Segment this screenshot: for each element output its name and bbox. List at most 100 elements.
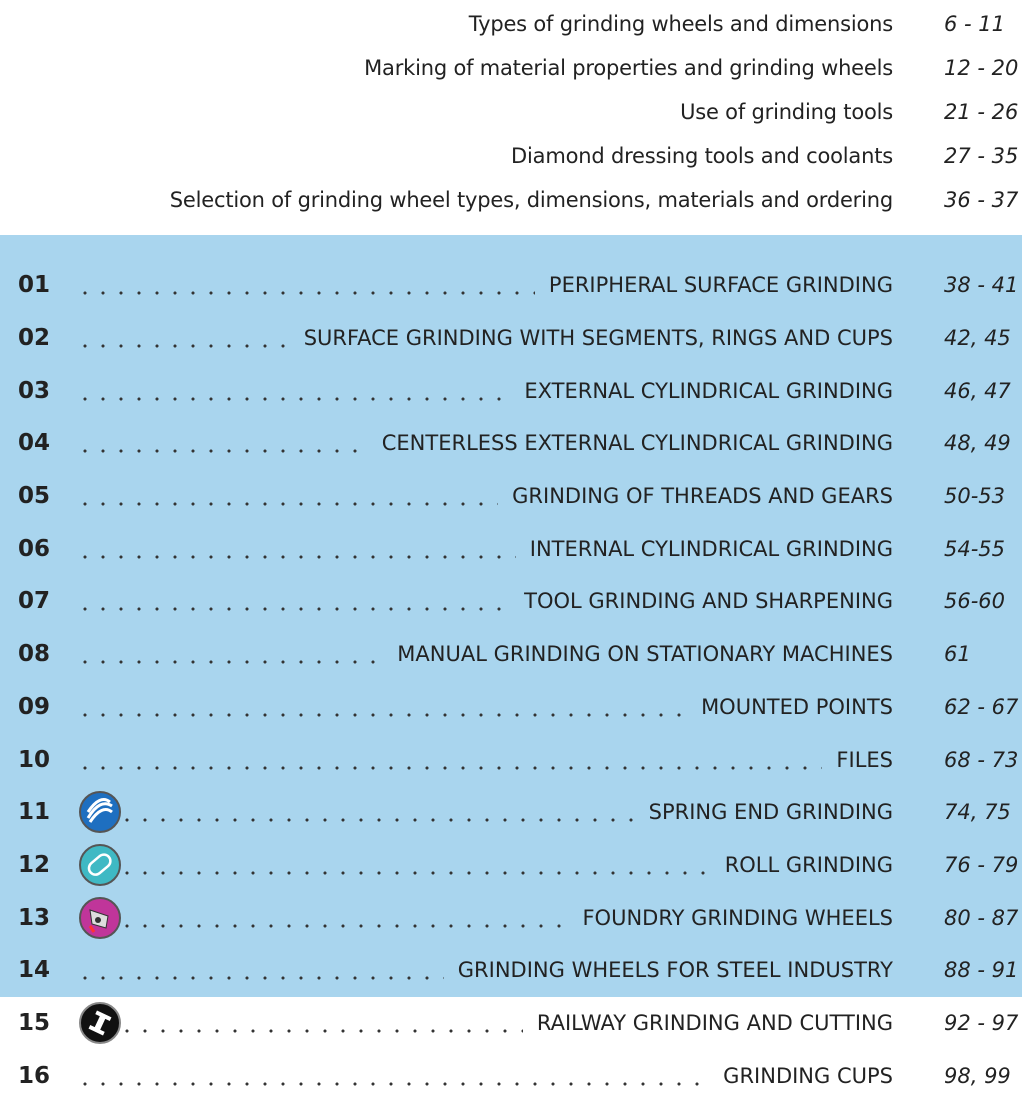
section-row: 05 GRINDING OF THREADS AND GEARS 50-53 <box>0 470 1022 523</box>
section-title: EXTERNAL CYLINDRICAL GRINDING <box>524 378 893 403</box>
section-title: GRINDING WHEELS FOR STEEL INDUSTRY <box>457 958 893 983</box>
section-pages: 88 - 91 <box>944 958 1019 983</box>
dot-leader <box>72 275 535 296</box>
header-title: Diamond dressing tools and coolants <box>511 143 893 168</box>
section-title: GRINDING OF THREADS AND GEARS <box>512 484 893 509</box>
dot-leader <box>72 749 823 770</box>
section-pages: 76 - 79 <box>944 852 1019 877</box>
section-pages: 98, 99 <box>944 1063 1011 1088</box>
section-number: 03 <box>18 377 51 404</box>
section-row: 11 SPRING END GRINDING 74, 75 <box>0 786 1022 839</box>
dot-leader <box>72 696 688 717</box>
section-pages: 48, 49 <box>944 431 1011 456</box>
section-number: 12 <box>18 851 51 878</box>
dot-leader <box>72 591 511 612</box>
section-number: 13 <box>18 904 51 931</box>
section-title: MOUNTED POINTS <box>701 694 893 719</box>
section-pages: 54-55 <box>944 536 1006 561</box>
section-title: MANUAL GRINDING ON STATIONARY MACHINES <box>397 642 893 667</box>
section-pages: 46, 47 <box>944 378 1011 403</box>
section-number: 07 <box>18 588 51 615</box>
dot-leader <box>72 960 444 981</box>
section-row: 09 MOUNTED POINTS 62 - 67 <box>0 681 1022 734</box>
section-pages: 50-53 <box>944 484 1006 509</box>
section-row: 08 MANUAL GRINDING ON STATIONARY MACHINES… <box>0 628 1022 681</box>
section-row: 12 ROLL GRINDING 76 - 79 <box>0 839 1022 892</box>
section-pages: 92 - 97 <box>944 1010 1019 1035</box>
section-number: 04 <box>18 430 51 457</box>
section-row: 15 RAILWAY GRINDING AND CUTTING 92 - 97 <box>0 997 1022 1050</box>
section-number: 16 <box>18 1062 51 1089</box>
header-row: Types of grinding wheels and dimensions 6… <box>0 0 1022 47</box>
section-number: 08 <box>18 641 51 668</box>
section-number: 09 <box>18 693 51 720</box>
dot-leader <box>72 538 516 559</box>
dot-leader <box>114 907 569 928</box>
section-number: 10 <box>18 746 51 773</box>
dot-leader <box>72 486 499 507</box>
section-number: 15 <box>18 1009 51 1036</box>
section-title: SURFACE GRINDING WITH SEGMENTS, RINGS AN… <box>303 326 893 351</box>
header-title: Marking of material properties and grind… <box>364 55 893 80</box>
section-list: 01 PERIPHERAL SURFACE GRINDING 38 - 41 02 SU… <box>0 259 1022 1102</box>
section-row: 10 FILES 68 - 73 <box>0 733 1022 786</box>
section-number: 05 <box>18 483 51 510</box>
header-pages: 21 - 26 <box>944 99 1019 124</box>
header-pages: 36 - 37 <box>944 187 1019 212</box>
section-pages: 38 - 41 <box>944 273 1019 298</box>
section-icon <box>79 896 121 939</box>
header-pages: 12 - 20 <box>944 55 1019 80</box>
header-row: Use of grinding tools 21 - 26 <box>0 88 1022 135</box>
section-title: PERIPHERAL SURFACE GRINDING <box>548 273 893 298</box>
dot-leader <box>72 433 368 454</box>
section-number: 01 <box>18 272 51 299</box>
section-pages: 56-60 <box>944 589 1006 614</box>
header-pages: 27 - 35 <box>944 143 1019 168</box>
section-row: 14 GRINDING WHEELS FOR STEEL INDUSTRY 88 -… <box>0 944 1022 997</box>
section-row: 02 SURFACE GRINDING WITH SEGMENTS, RINGS … <box>0 312 1022 365</box>
section-number: 11 <box>18 799 51 826</box>
section-row: 04 CENTERLESS EXTERNAL CYLINDRICAL GRINDI… <box>0 417 1022 470</box>
section-title: CENTERLESS EXTERNAL CYLINDRICAL GRINDING <box>381 431 893 456</box>
header-title: Types of grinding wheels and dimensions <box>468 11 893 36</box>
section-pages: 42, 45 <box>944 326 1011 351</box>
dot-leader <box>114 854 711 875</box>
header-title: Selection of grinding wheel types, dimen… <box>169 187 893 212</box>
dot-leader <box>72 380 511 401</box>
header-title: Use of grinding tools <box>680 99 893 124</box>
dot-leader <box>72 328 290 349</box>
section-title: INTERNAL CYLINDRICAL GRINDING <box>529 536 893 561</box>
header-row: Marking of material properties and grind… <box>0 44 1022 91</box>
section-pages: 68 - 73 <box>944 747 1019 772</box>
header-row: Selection of grinding wheel types, dimen… <box>0 176 1022 223</box>
section-title: ROLL GRINDING <box>724 852 893 877</box>
section-title: TOOL GRINDING AND SHARPENING <box>524 589 893 614</box>
section-pages: 61 <box>944 642 971 667</box>
section-row: 03 EXTERNAL CYLINDRICAL GRINDING 46, 47 <box>0 364 1022 417</box>
section-title: GRINDING CUPS <box>723 1063 893 1088</box>
section-title: FOUNDRY GRINDING WHEELS <box>582 905 893 930</box>
header-row: Diamond dressing tools and coolants 27 - … <box>0 132 1022 179</box>
section-number: 02 <box>18 325 51 352</box>
dot-leader <box>72 1065 710 1086</box>
section-number: 14 <box>18 957 51 984</box>
section-pages: 62 - 67 <box>944 694 1019 719</box>
section-row: 06 INTERNAL CYLINDRICAL GRINDING 54-55 <box>0 522 1022 575</box>
section-title: FILES <box>836 747 893 772</box>
section-icon <box>79 1001 121 1044</box>
header-list: Types of grinding wheels and dimensions 6… <box>0 0 1022 223</box>
section-pages: 74, 75 <box>944 800 1011 825</box>
section-title: RAILWAY GRINDING AND CUTTING <box>536 1010 893 1035</box>
dot-leader <box>72 644 384 665</box>
section-pages: 80 - 87 <box>944 905 1019 930</box>
section-row: 16 GRINDING CUPS 98, 99 <box>0 1049 1022 1102</box>
header-pages: 6 - 11 <box>944 11 1006 36</box>
section-row: 07 TOOL GRINDING AND SHARPENING 56-60 <box>0 575 1022 628</box>
dot-leader <box>114 1012 523 1033</box>
section-row: 01 PERIPHERAL SURFACE GRINDING 38 - 41 <box>0 259 1022 312</box>
dot-leader <box>114 802 635 823</box>
section-title: SPRING END GRINDING <box>648 800 893 825</box>
section-number: 06 <box>18 535 51 562</box>
section-row: 13 FOUNDRY GRINDING WHEELS 80 - 87 <box>0 891 1022 944</box>
